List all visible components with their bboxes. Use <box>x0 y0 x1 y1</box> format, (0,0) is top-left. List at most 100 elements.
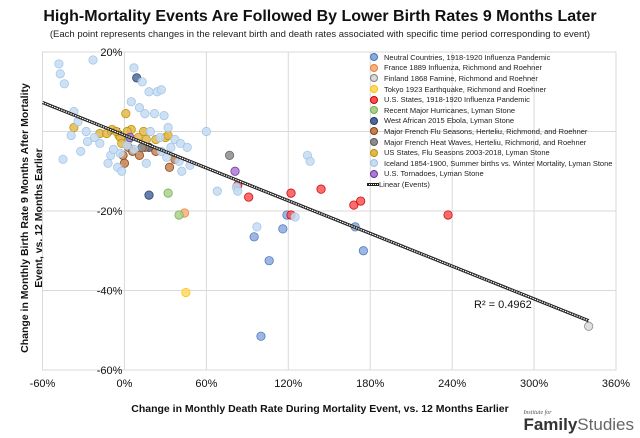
data-point <box>233 186 243 196</box>
data-point <box>76 146 86 156</box>
legend-label: Recent Major Hurricanes, Lyman Stone <box>384 105 516 115</box>
data-point <box>156 85 166 95</box>
data-point <box>121 109 131 119</box>
trendline-inner <box>42 101 589 322</box>
legend-label: Major French Heat Waves, Herteliu, Richm… <box>384 137 587 147</box>
legend-label: West African 2015 Ebola, Lyman Stone <box>384 116 515 126</box>
logo-wordmark: FamilyStudies <box>523 415 634 434</box>
legend-item: Finland 1868 Famine, Richmond and Roehne… <box>370 73 610 84</box>
legend-item: Major French Heat Waves, Herteliu, Richm… <box>370 137 610 148</box>
x-tick-label: 120% <box>274 378 302 390</box>
legend-item: Neutral Countries, 1918-1920 Influenza P… <box>370 52 610 63</box>
data-point <box>249 232 259 242</box>
gridlines <box>42 51 617 371</box>
legend-label: Neutral Countries, 1918-1920 Influenza P… <box>384 52 551 62</box>
data-point <box>252 222 262 232</box>
legend-item: US States, Flu Seasons 2003-2018, Lyman … <box>370 147 610 158</box>
institute-logo: Institute for FamilyStudies <box>523 410 634 433</box>
y-tick-label: -40% <box>97 286 123 298</box>
legend-marker-icon <box>370 63 378 72</box>
data-point <box>129 144 139 154</box>
legend-marker-icon <box>370 169 378 178</box>
data-point <box>140 109 150 119</box>
legend-marker-icon <box>370 138 378 147</box>
x-tick-label: 240% <box>438 378 466 390</box>
legend-item: U.S. Tornadoes, Lyman Stone <box>370 169 610 180</box>
data-point <box>244 192 254 202</box>
data-point <box>54 59 64 69</box>
legend-marker-icon <box>370 106 378 115</box>
legend-label: Linear (Events) <box>379 179 430 189</box>
x-tick-label: 60% <box>195 378 217 390</box>
data-point <box>117 166 127 176</box>
data-point <box>82 136 93 147</box>
legend-marker-icon <box>370 74 378 83</box>
data-point <box>108 144 119 154</box>
legend-marker-icon <box>370 148 378 157</box>
data-point <box>305 156 315 166</box>
legend-label: Finland 1868 Famine, Richmond and Roehne… <box>384 73 538 83</box>
series-3 <box>181 287 191 298</box>
y-tick-label: -60% <box>97 365 123 377</box>
legend: Neutral Countries, 1918-1920 Influenza P… <box>367 52 613 190</box>
data-point <box>264 256 274 266</box>
data-point <box>356 196 366 206</box>
y-tick-label: -20% <box>97 206 123 218</box>
legend-label: Iceland 1854-1900, Summer births vs. Win… <box>384 158 613 168</box>
data-point <box>224 150 235 160</box>
data-point <box>163 122 173 133</box>
x-tick-label: 360% <box>602 378 630 390</box>
data-point <box>59 79 69 89</box>
legend-item: Recent Major Hurricanes, Lyman Stone <box>370 105 610 116</box>
trendline <box>41 100 590 323</box>
data-point <box>122 140 132 151</box>
data-points <box>54 55 594 341</box>
data-point <box>155 132 165 143</box>
data-point <box>159 111 169 121</box>
legend-item: Tokyo 1923 Earthquake, Richmond and Roeh… <box>370 84 610 95</box>
data-point <box>66 130 76 141</box>
legend-label: Major French Flu Seasons, Herteliu, Rich… <box>384 126 588 136</box>
data-point <box>89 132 99 143</box>
x-tick-label: 300% <box>520 378 548 390</box>
data-point <box>119 158 130 168</box>
data-point <box>144 190 154 200</box>
data-point <box>182 142 192 152</box>
series-0 <box>249 210 368 341</box>
data-point <box>149 109 160 119</box>
data-point <box>256 331 266 341</box>
legend-marker-icon <box>370 116 378 125</box>
legend-item: West African 2015 Ebola, Lyman Stone <box>370 116 610 127</box>
data-point <box>201 126 211 137</box>
data-point <box>137 77 147 87</box>
data-point <box>174 210 184 220</box>
series-8 <box>137 142 235 160</box>
data-point <box>103 158 113 168</box>
y-axis-label: Change in Monthly Birth Rate 9 Months Af… <box>19 83 45 353</box>
data-point <box>164 162 175 172</box>
data-point <box>134 103 145 113</box>
data-point <box>126 97 136 107</box>
data-point <box>115 148 125 158</box>
data-point <box>316 184 326 194</box>
data-point <box>443 210 453 220</box>
data-point <box>88 55 98 65</box>
legend-marker-icon <box>370 95 378 104</box>
data-point <box>58 154 68 164</box>
legend-marker-icon <box>370 53 378 62</box>
data-point <box>230 166 240 176</box>
data-point <box>163 188 173 198</box>
legend-label: Tokyo 1923 Earthquake, Richmond and Roeh… <box>384 84 547 94</box>
series-2 <box>584 321 594 331</box>
data-point <box>144 87 154 97</box>
legend-item: Major French Flu Seasons, Herteliu, Rich… <box>370 126 610 137</box>
logo-tagline: Institute for <box>523 410 552 416</box>
series-10 <box>54 55 315 232</box>
data-point <box>55 69 65 79</box>
data-point <box>175 138 186 149</box>
legend-trendline-icon <box>367 182 379 186</box>
data-point <box>278 224 288 234</box>
data-point <box>181 287 191 298</box>
chart-title: High-Mortality Events Are Followed By Lo… <box>43 8 597 25</box>
data-point <box>129 63 139 73</box>
